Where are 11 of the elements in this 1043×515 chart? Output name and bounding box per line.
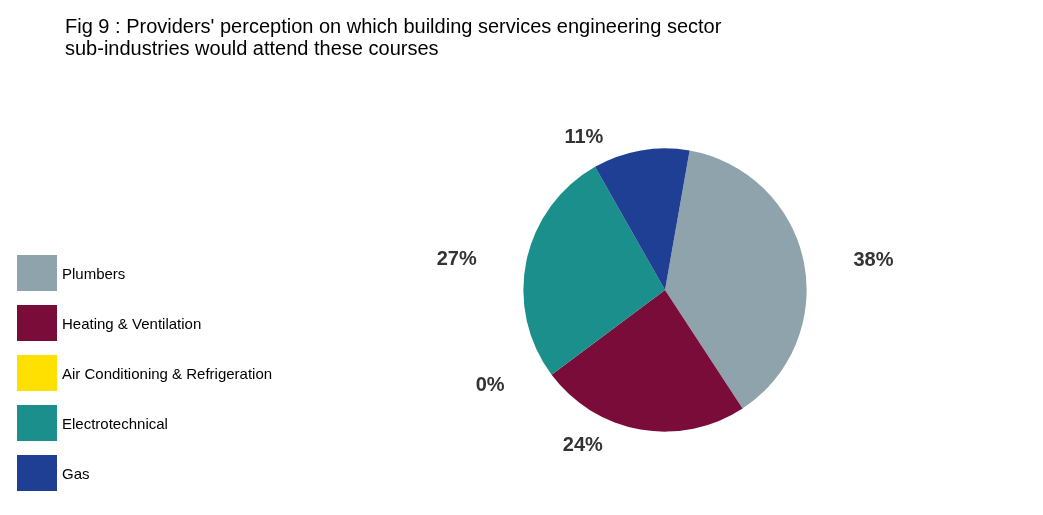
- chart-title: Fig 9 : Providers' perception on which building services engineering sector sub-industries would attend these courses: [65, 15, 727, 59]
- data-label: 11%: [564, 124, 604, 147]
- legend-label: Electrotechnical: [62, 414, 168, 432]
- text: 0%: [475, 372, 505, 395]
- legend-label: Plumbers: [62, 264, 126, 282]
- legend-label: Gas: [62, 464, 90, 482]
- data-label: 38%: [853, 247, 894, 270]
- legend-label: Heating & Ventilation: [62, 314, 202, 332]
- data-label: 27%: [436, 246, 477, 269]
- legend-label: Air Conditioning & Refrigeration: [62, 364, 273, 382]
- data-label: 24%: [562, 433, 604, 456]
